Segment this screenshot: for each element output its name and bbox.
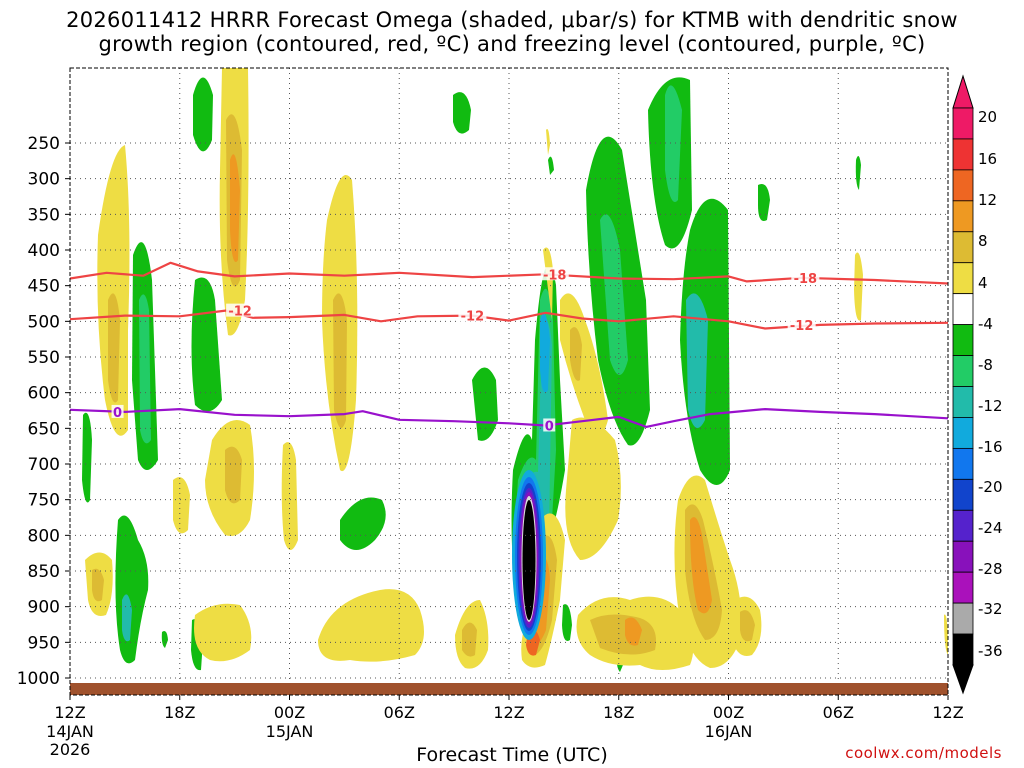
colorbar-swatch bbox=[952, 571, 974, 604]
colorbar-swatch bbox=[952, 262, 974, 295]
colorbar: 20 16 12 8 4 -4 -8 -12 -16 -20 -24 -28 -32 -36 bbox=[952, 74, 1003, 695]
colorbar-swatch bbox=[952, 200, 974, 233]
y-tick-label: 600 bbox=[28, 384, 60, 404]
contour-label: -12 bbox=[228, 305, 252, 320]
contour-label-bg bbox=[787, 317, 816, 331]
y-tick-label: 350 bbox=[28, 205, 60, 225]
colorbar-swatch bbox=[952, 602, 974, 635]
colorbar-swatch bbox=[952, 355, 974, 387]
x-tick-label: 00Z bbox=[274, 703, 305, 722]
x-tick-label: 18Z bbox=[164, 703, 195, 722]
x-tick-label: 12Z bbox=[932, 703, 963, 722]
colorbar-bottom-arrow bbox=[952, 664, 974, 695]
x-tick-label: 18Z bbox=[603, 703, 634, 722]
y-tick-label: 550 bbox=[28, 348, 60, 368]
y-tick-label: 850 bbox=[28, 562, 60, 582]
y-axis: 250 300 350 400 450 500 550 600 650 700 750 800 850 9… bbox=[17, 134, 70, 689]
contour-label: -18 bbox=[794, 272, 818, 287]
contour-label-bg bbox=[540, 267, 569, 281]
x-tick-date-label: 14JAN bbox=[46, 722, 94, 741]
colorbar-label: 20 bbox=[978, 108, 997, 126]
x-tick-label: 06Z bbox=[384, 703, 415, 722]
colorbar-swatch bbox=[952, 293, 974, 326]
contour-label: 0 bbox=[113, 406, 122, 421]
colorbar-label: 12 bbox=[978, 191, 997, 209]
contour-label-bg bbox=[111, 404, 124, 418]
x-tick-label: 12Z bbox=[54, 703, 85, 722]
colorbar-label: -4 bbox=[978, 315, 993, 333]
y-tick-label: 450 bbox=[28, 277, 60, 297]
contour-line-0 bbox=[70, 408, 948, 428]
x-tick-date-label: 16JAN bbox=[705, 722, 753, 741]
colorbar-swatch bbox=[952, 231, 974, 264]
contour-label: -18 bbox=[543, 268, 567, 283]
contour-label-bg bbox=[226, 303, 255, 317]
shade-sinking-motion bbox=[85, 68, 948, 670]
temperature-contours: -18 -18 -12 -12 -12 0 0 bbox=[70, 261, 948, 434]
colorbar-swatch bbox=[952, 478, 974, 511]
contour-label: -12 bbox=[790, 319, 814, 334]
colorbar-swatch bbox=[952, 417, 974, 449]
colorbar-label: -36 bbox=[978, 642, 1003, 660]
x-tick-year-label: 2026 bbox=[50, 740, 91, 759]
colorbar-swatch bbox=[952, 107, 974, 140]
y-tick-label: 400 bbox=[28, 241, 60, 261]
contour-line-minus18 bbox=[70, 261, 948, 285]
x-tick-label: 00Z bbox=[713, 703, 744, 722]
colorbar-swatch bbox=[952, 509, 974, 542]
colorbar-top-arrow bbox=[952, 74, 974, 109]
colorbar-label: -12 bbox=[978, 397, 1003, 415]
terrain-surface bbox=[70, 683, 948, 695]
y-tick-label: 700 bbox=[28, 455, 60, 475]
colorbar-swatch bbox=[952, 540, 974, 573]
credit-link[interactable]: coolwx.com/models bbox=[845, 744, 1002, 762]
y-tick-label: 500 bbox=[28, 312, 60, 332]
y-tick-label: 800 bbox=[28, 526, 60, 546]
y-tick-label: 250 bbox=[28, 134, 60, 154]
y-tick-label: 1000 bbox=[17, 669, 60, 689]
colorbar-label: -32 bbox=[978, 600, 1003, 618]
y-tick-label: 300 bbox=[28, 170, 60, 190]
shade-ascent-core bbox=[512, 470, 546, 640]
colorbar-label: -28 bbox=[978, 560, 1003, 578]
y-tick-label: 900 bbox=[28, 598, 60, 618]
contour-label: -12 bbox=[461, 310, 485, 325]
chart-title-line-1: 2026011412 HRRR Forecast Omega (shaded, … bbox=[66, 8, 958, 32]
colorbar-label: -20 bbox=[978, 478, 1003, 496]
colorbar-swatch bbox=[952, 633, 974, 666]
colorbar-label: -8 bbox=[978, 356, 993, 374]
colorbar-label: 16 bbox=[978, 150, 997, 168]
chart-title-line-2: growth region (contoured, red, ºC) and f… bbox=[98, 32, 926, 56]
colorbar-label: 8 bbox=[978, 232, 988, 250]
colorbar-swatch bbox=[952, 138, 974, 171]
colorbar-swatch bbox=[952, 386, 974, 418]
y-tick-label: 950 bbox=[28, 633, 60, 653]
x-tick-label: 06Z bbox=[823, 703, 854, 722]
x-axis-title: Forecast Time (UTC) bbox=[416, 744, 608, 766]
colorbar-label: 4 bbox=[978, 274, 988, 292]
contour-label: 0 bbox=[545, 419, 554, 434]
y-tick-label: 650 bbox=[28, 419, 60, 439]
colorbar-swatch bbox=[952, 324, 974, 356]
colorbar-label: -16 bbox=[978, 438, 1003, 456]
x-tick-label: 12Z bbox=[493, 703, 524, 722]
x-tick-date-label: 15JAN bbox=[266, 722, 314, 741]
contour-label-bg bbox=[543, 418, 556, 432]
contour-label-bg bbox=[791, 270, 820, 284]
contour-label-bg bbox=[458, 308, 487, 322]
colorbar-swatch bbox=[952, 169, 974, 202]
colorbar-label: -24 bbox=[978, 519, 1003, 537]
colorbar-swatch bbox=[952, 447, 974, 480]
y-tick-label: 750 bbox=[28, 491, 60, 511]
